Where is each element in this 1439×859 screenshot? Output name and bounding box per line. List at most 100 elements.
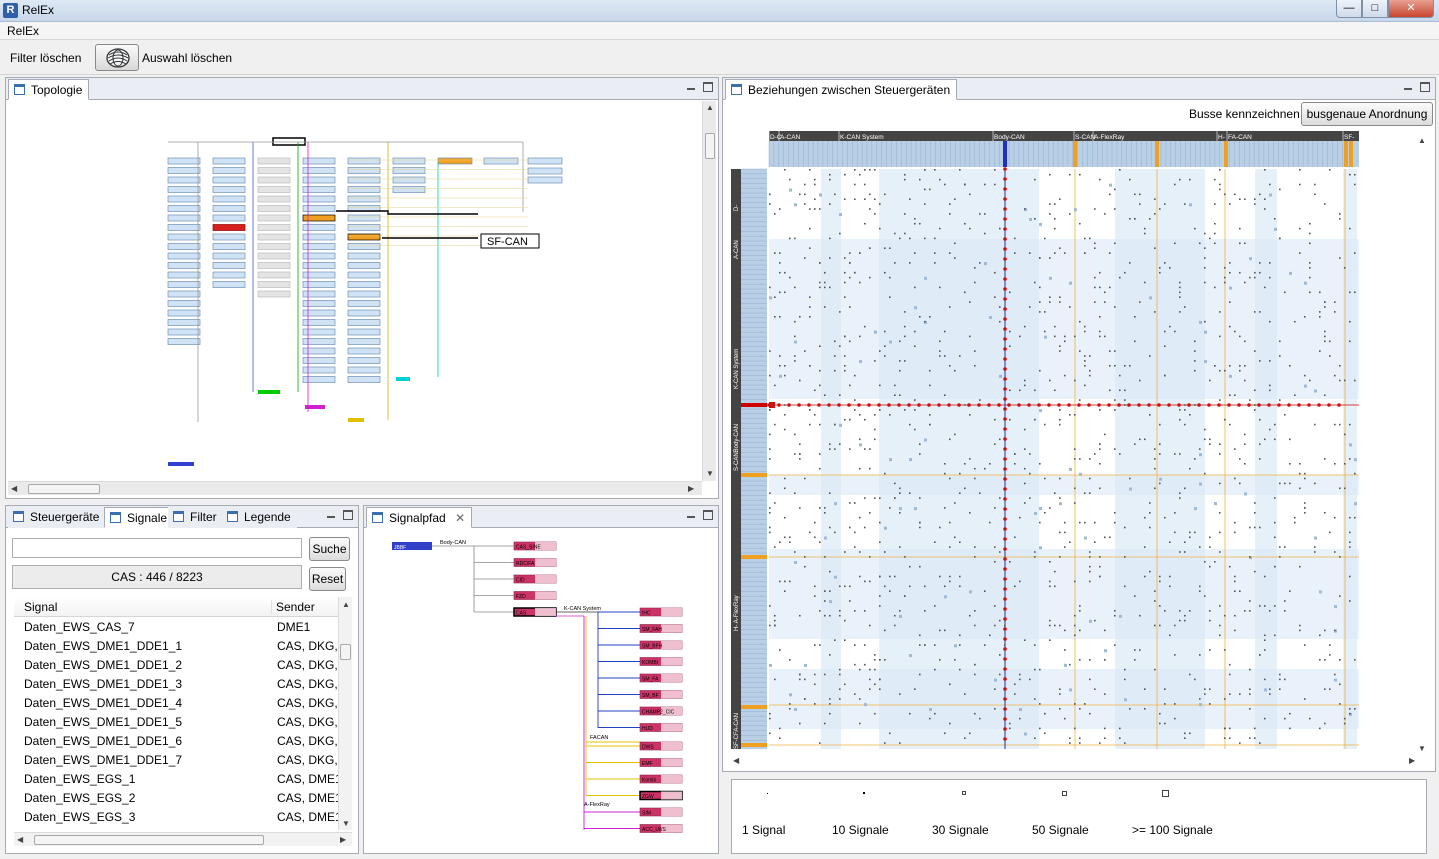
ecu-node[interactable] [527,157,563,165]
ecu-node[interactable] [212,214,246,222]
ecu-node[interactable] [212,167,246,174]
close-tab-icon[interactable]: ✕ [455,511,466,525]
table-row[interactable]: Daten_EWS_DME1_DDE1_5 CAS, DKG, E [14,713,342,732]
ecu-node[interactable] [347,271,381,279]
tab-topologie[interactable]: Topologie [8,79,90,100]
relations-hscroll[interactable]: ◀ ▶ [731,755,1421,769]
minimize-panel-icon[interactable] [686,510,696,520]
ecu-node[interactable] [302,338,336,345]
ecu-node[interactable] [257,224,291,231]
ecu-node[interactable] [257,195,291,203]
minimize-button[interactable]: — [1336,0,1362,18]
ecu-node[interactable] [302,347,336,355]
ecu-node[interactable] [167,290,201,298]
ecu-node[interactable] [167,300,201,307]
search-button[interactable]: Suche [309,537,350,561]
ecu-node[interactable] [212,176,246,184]
root-ecu-node[interactable] [392,542,432,550]
signal-table-vscroll-thumb[interactable] [340,644,351,660]
ecu-node[interactable] [212,252,246,260]
ecu-node[interactable] [257,271,291,279]
relation-matrix[interactable]: D-CA-CAN K-CAN System Body-CAN S-CANA-FlexR… [731,131,1421,759]
maximize-panel-icon[interactable] [703,82,713,92]
ecu-node[interactable] [302,252,336,260]
ecu-node[interactable] [347,214,381,222]
table-row[interactable]: Daten_EWS_DME1_DDE1_1 CAS, DKG, E [14,637,342,656]
maximize-panel-icon[interactable] [703,510,713,520]
ecu-node[interactable] [302,319,336,326]
ecu-node[interactable] [437,157,473,165]
topology-vscroll-thumb[interactable] [705,133,715,159]
ecu-node[interactable] [167,157,201,165]
ecu-node[interactable] [347,233,381,241]
ecu-node[interactable] [167,233,201,241]
ecu-node[interactable] [257,214,291,222]
ecu-node[interactable] [347,195,381,203]
ecu-node[interactable] [392,157,426,165]
ecu-node[interactable] [167,243,201,250]
ecu-node[interactable] [347,167,381,174]
maximize-panel-icon[interactable] [343,510,353,520]
ecu-node[interactable] [483,157,519,165]
ecu-node[interactable] [167,309,201,317]
minimize-panel-icon[interactable] [326,510,336,520]
ecu-node[interactable] [302,328,336,336]
busgenaue-anordnung-button[interactable]: busgenaue Anordnung [1301,102,1433,126]
ecu-node[interactable] [257,167,291,174]
ecu-node[interactable] [347,186,381,193]
ecu-node[interactable] [347,224,381,231]
ecu-node-selected[interactable] [272,137,306,146]
tab-signalpfad[interactable]: Signalpfad ✕ [366,507,473,528]
minimize-panel-icon[interactable] [1403,82,1413,92]
ecu-node[interactable] [302,186,336,193]
signal-table-vscroll[interactable]: ▲ ▼ [338,597,352,830]
ecu-node[interactable] [347,347,381,355]
ecu-node[interactable] [257,281,291,288]
ecu-node[interactable] [302,376,336,383]
ecu-node[interactable] [167,186,201,193]
ecu-node[interactable] [302,300,336,307]
table-row[interactable]: Daten_EWS_DME1_DDE1_6 CAS, DKG, E [14,732,342,751]
tab-filter[interactable]: Filter [168,507,223,528]
ecu-node[interactable] [347,252,381,260]
ecu-node[interactable] [212,271,246,279]
ecu-node[interactable] [167,167,201,174]
ecu-node[interactable] [212,195,246,203]
reset-button[interactable]: Reset [309,567,346,591]
ecu-node[interactable] [167,252,201,260]
ecu-node[interactable] [257,262,291,269]
ecu-node[interactable] [347,281,381,288]
ecu-node[interactable] [347,357,381,364]
ecu-node[interactable] [257,290,291,298]
column-signal[interactable]: Signal [24,600,58,614]
ecu-node[interactable] [212,224,246,231]
tab-legende[interactable]: Legende [222,507,297,528]
ecu-node[interactable] [302,157,336,165]
ecu-node[interactable] [302,167,336,174]
ecu-node[interactable] [212,205,246,212]
menu-item-relex[interactable]: RelEx [7,24,40,38]
table-row[interactable]: Daten_EWS_DME1_DDE1_4 CAS, DKG, E [14,694,342,713]
ecu-node[interactable] [347,262,381,269]
topology-hscroll-thumb[interactable] [28,484,100,494]
maximize-button[interactable]: □ [1362,0,1388,18]
tab-signale[interactable]: Signale [104,507,175,528]
ecu-node[interactable] [257,176,291,184]
ecu-node[interactable] [167,271,201,279]
ecu-node[interactable] [302,233,336,241]
topology-vscroll[interactable]: ▲ ▼ [702,101,716,481]
table-row[interactable]: Daten_EWS_DME1_DDE1_3 CAS, DKG, E [14,675,342,694]
signal-table-hscroll[interactable]: ◀ ▶ [14,832,352,846]
signalpath-diagram[interactable]: JBBFBody-CANCAS_SINERDC/FACIDFZDCASK-CAN… [366,530,714,850]
ecu-node[interactable] [302,243,336,250]
ecu-node[interactable] [347,290,381,298]
topology-diagram[interactable]: SF-CAN [8,102,701,482]
ecu-node[interactable] [347,376,381,383]
column-sender[interactable]: Sender [271,600,336,614]
table-row[interactable]: Daten_EWS_EGS_2 CAS, DME1 [14,789,342,808]
ecu-node[interactable] [302,281,336,288]
ecu-node[interactable] [257,205,291,212]
table-row[interactable]: Daten_EWS_DME1_DDE1_7 CAS, DKG, E [14,751,342,770]
table-row[interactable]: Daten_EWS_EGS_3 CAS, DME1 [14,808,342,827]
ecu-node[interactable] [392,167,426,174]
